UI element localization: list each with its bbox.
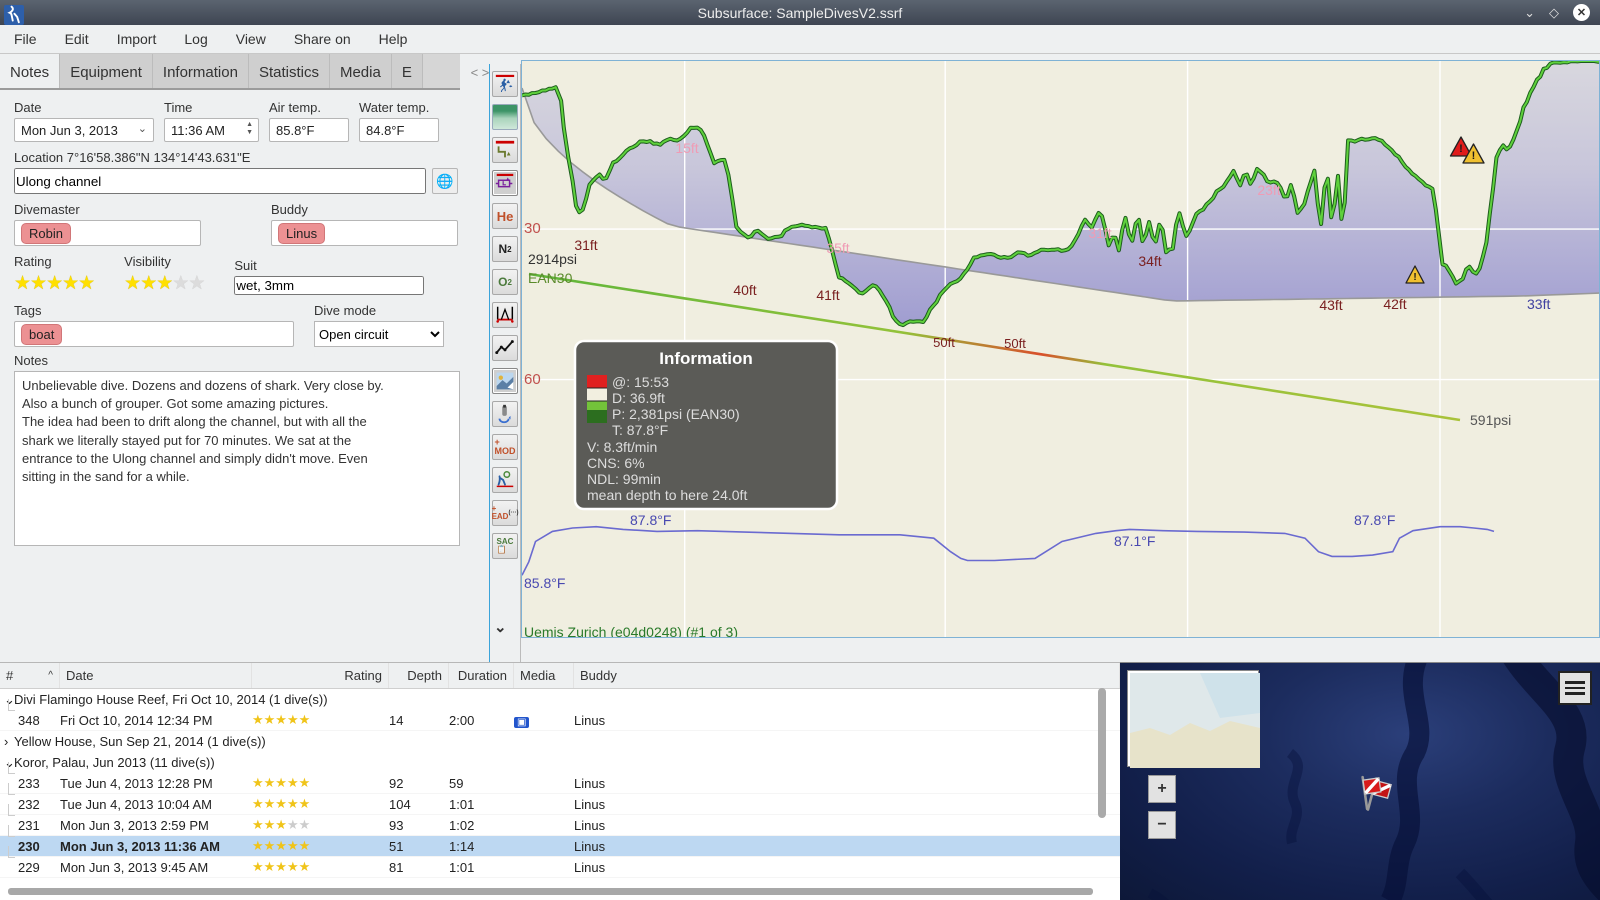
svg-text:2914psi: 2914psi <box>528 251 577 267</box>
svg-text:60: 60 <box>524 371 541 388</box>
svg-text:87.1°F: 87.1°F <box>1114 533 1155 549</box>
svg-text:Information: Information <box>659 349 753 368</box>
svg-text:CNS: 6%: CNS: 6% <box>587 455 645 471</box>
svg-text:@: 15:53: @: 15:53 <box>612 374 669 390</box>
svg-text:35ft: 35ft <box>826 240 849 256</box>
svg-text:23ft: 23ft <box>1257 182 1280 198</box>
svg-text:EAN30: EAN30 <box>528 270 573 286</box>
svg-text:NDL: 99min: NDL: 99min <box>587 471 661 487</box>
svg-text:mean depth to here 24.0ft: mean depth to here 24.0ft <box>587 487 747 503</box>
svg-text:T: 87.8°F: T: 87.8°F <box>612 422 668 438</box>
svg-text:50ft: 50ft <box>1004 336 1026 351</box>
svg-text:34ft: 34ft <box>1138 253 1161 269</box>
svg-text:!: ! <box>1459 143 1463 155</box>
svg-text:31ft: 31ft <box>574 237 597 253</box>
svg-text:40ft: 40ft <box>733 282 756 298</box>
svg-text:15ft: 15ft <box>675 140 698 156</box>
svg-text:P: 2,381psi (EAN30): P: 2,381psi (EAN30) <box>612 406 740 422</box>
svg-text:591psi: 591psi <box>1470 412 1511 428</box>
svg-text:!: ! <box>1413 272 1416 283</box>
svg-text:!: ! <box>1472 150 1476 162</box>
svg-text:85.8°F: 85.8°F <box>524 575 565 591</box>
svg-text:30: 30 <box>524 220 541 237</box>
svg-text:31ft: 31ft <box>1088 225 1111 241</box>
svg-text:87.8°F: 87.8°F <box>630 512 671 528</box>
svg-text:43ft: 43ft <box>1319 297 1342 313</box>
svg-text:87.8°F: 87.8°F <box>1354 512 1395 528</box>
svg-text:Uemis Zurich (e04d0248) (#1 of: Uemis Zurich (e04d0248) (#1 of 3) <box>524 624 738 638</box>
svg-text:D: 36.9ft: D: 36.9ft <box>612 390 665 406</box>
svg-text:33ft: 33ft <box>1527 296 1550 312</box>
svg-text:V: 8.3ft/min: V: 8.3ft/min <box>587 439 657 455</box>
svg-text:50ft: 50ft <box>933 335 955 350</box>
svg-text:42ft: 42ft <box>1383 296 1406 312</box>
svg-text:41ft: 41ft <box>816 287 839 303</box>
